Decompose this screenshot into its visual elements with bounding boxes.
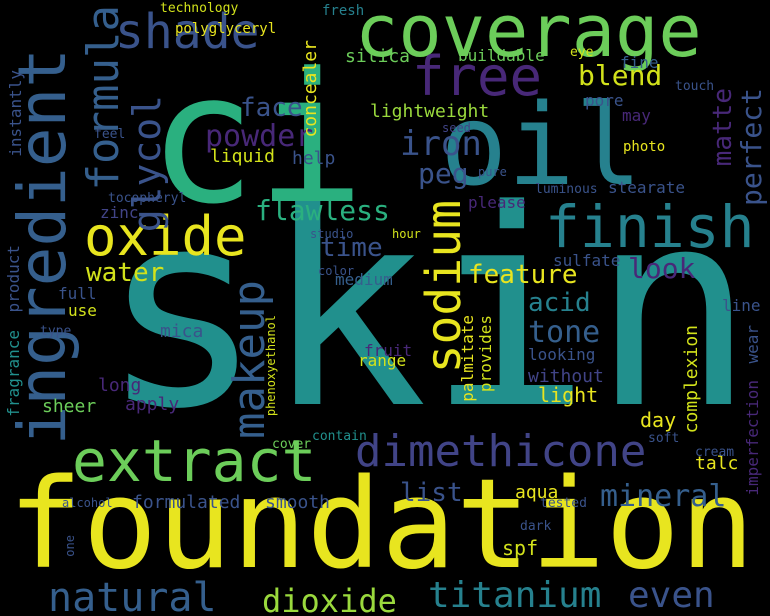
word-pore: pore: [585, 91, 624, 110]
word-mica: mica: [160, 321, 204, 342]
word-wear: wear: [743, 325, 762, 364]
word-free: free: [412, 45, 543, 108]
word-imperfection: imperfection: [743, 380, 762, 496]
word-cover: cover: [272, 437, 312, 452]
word-please: please: [468, 193, 526, 212]
word-technology: technology: [160, 1, 239, 16]
word-oil: oil: [440, 81, 643, 211]
word-oxide: oxide: [84, 205, 247, 268]
word-peg: peg: [418, 157, 469, 190]
word-acid: acid: [528, 288, 591, 318]
word-long: long: [98, 375, 142, 396]
word-seed: seed: [442, 121, 471, 135]
word-use: use: [68, 301, 97, 320]
word-fragrance: fragrance: [4, 330, 23, 417]
word-flawless: flawless: [255, 194, 390, 227]
word-medium: medium: [335, 270, 393, 289]
word-soft: soft: [648, 431, 680, 446]
word-feel: feel: [94, 127, 126, 142]
word-touch: touch: [675, 79, 715, 94]
word-skin: skin: [100, 153, 756, 469]
word-face: face: [240, 93, 303, 123]
word-buildable: buildable: [458, 46, 545, 65]
word-apply: apply: [125, 394, 180, 415]
word-lightweight: lightweight: [370, 101, 490, 122]
word-instantly: instantly: [6, 70, 25, 157]
word-fresh: fresh: [322, 3, 365, 19]
word-matte: matte: [708, 88, 738, 167]
word-formulated: formulated: [132, 492, 241, 513]
word-shade: shade: [115, 4, 260, 60]
word-tested: tested: [540, 496, 587, 511]
word-luminous: luminous: [535, 182, 598, 197]
word-titanium: titanium: [428, 575, 602, 616]
word-provides: provides: [476, 315, 495, 393]
word-sheer: sheer: [42, 396, 97, 417]
word-aqua: aqua: [515, 482, 559, 503]
word-perfect: perfect: [735, 88, 768, 207]
word-polyglyceryl: polyglyceryl: [175, 21, 277, 37]
word-color: color: [318, 264, 355, 278]
word-natural: natural: [48, 575, 217, 616]
word-looking: looking: [528, 345, 596, 364]
word-fruit: fruit: [364, 341, 413, 360]
word-water: water: [86, 258, 165, 288]
word-feature: feature: [468, 260, 578, 290]
word-light: light: [538, 383, 599, 407]
word-alcohol: alcohol: [62, 496, 113, 510]
word-liquid: liquid: [210, 146, 276, 167]
word-full: full: [58, 284, 97, 303]
word-iron: iron: [400, 124, 482, 164]
word-without: without: [528, 366, 604, 387]
word-hour: hour: [392, 227, 421, 241]
word-contain: contain: [312, 429, 367, 444]
word-talc: talc: [695, 453, 739, 474]
word-stearate: stearate: [608, 178, 686, 197]
word-mineral: mineral: [600, 479, 727, 514]
word-complexion: complexion: [681, 325, 702, 434]
word-type: type: [40, 324, 72, 339]
word-pure: pure: [478, 165, 507, 179]
word-phenoxyethanol: phenoxyethanol: [264, 315, 278, 417]
word-even: even: [628, 575, 715, 616]
word-product: product: [4, 245, 23, 313]
word-studio: studio: [310, 227, 354, 241]
word-tocopheryl: tocopheryl: [108, 191, 187, 206]
word-cream: cream: [695, 445, 735, 460]
word-photo: photo: [623, 139, 666, 155]
word-spf: spf: [502, 536, 539, 560]
word-help: help: [292, 148, 336, 169]
word-concealer: concealer: [300, 40, 321, 138]
word-look: look: [628, 252, 696, 285]
word-palmitate: palmitate: [458, 315, 477, 402]
word-extract: extract: [72, 427, 317, 495]
word-zinc: zinc: [100, 203, 139, 222]
word-foundation: foundation: [8, 453, 755, 597]
word-finish: finish: [545, 193, 755, 261]
word-dioxide: dioxide: [262, 582, 397, 616]
word-day: day: [640, 408, 677, 432]
word-dimethicone: dimethicone: [355, 426, 647, 477]
word-dark: dark: [520, 519, 552, 534]
word-list: list: [400, 478, 463, 508]
word-powder: powder: [205, 119, 314, 154]
word-tone: tone: [528, 315, 601, 350]
word-line: line: [722, 296, 761, 315]
word-sulfate: sulfate: [553, 251, 621, 270]
word-silica: silica: [345, 46, 411, 67]
word-smooth: smooth: [265, 492, 331, 513]
word-eye: eye: [570, 45, 594, 60]
word-coverage: coverage: [355, 0, 702, 73]
word-ci: ci: [148, 35, 365, 244]
word-fine: fine: [620, 53, 659, 72]
word-range: range: [358, 351, 407, 370]
word-blend: blend: [578, 59, 663, 92]
word-time: time: [320, 233, 383, 263]
word-one: one: [63, 535, 77, 557]
word-may: may: [622, 106, 651, 125]
word-formula: formula: [78, 5, 129, 191]
